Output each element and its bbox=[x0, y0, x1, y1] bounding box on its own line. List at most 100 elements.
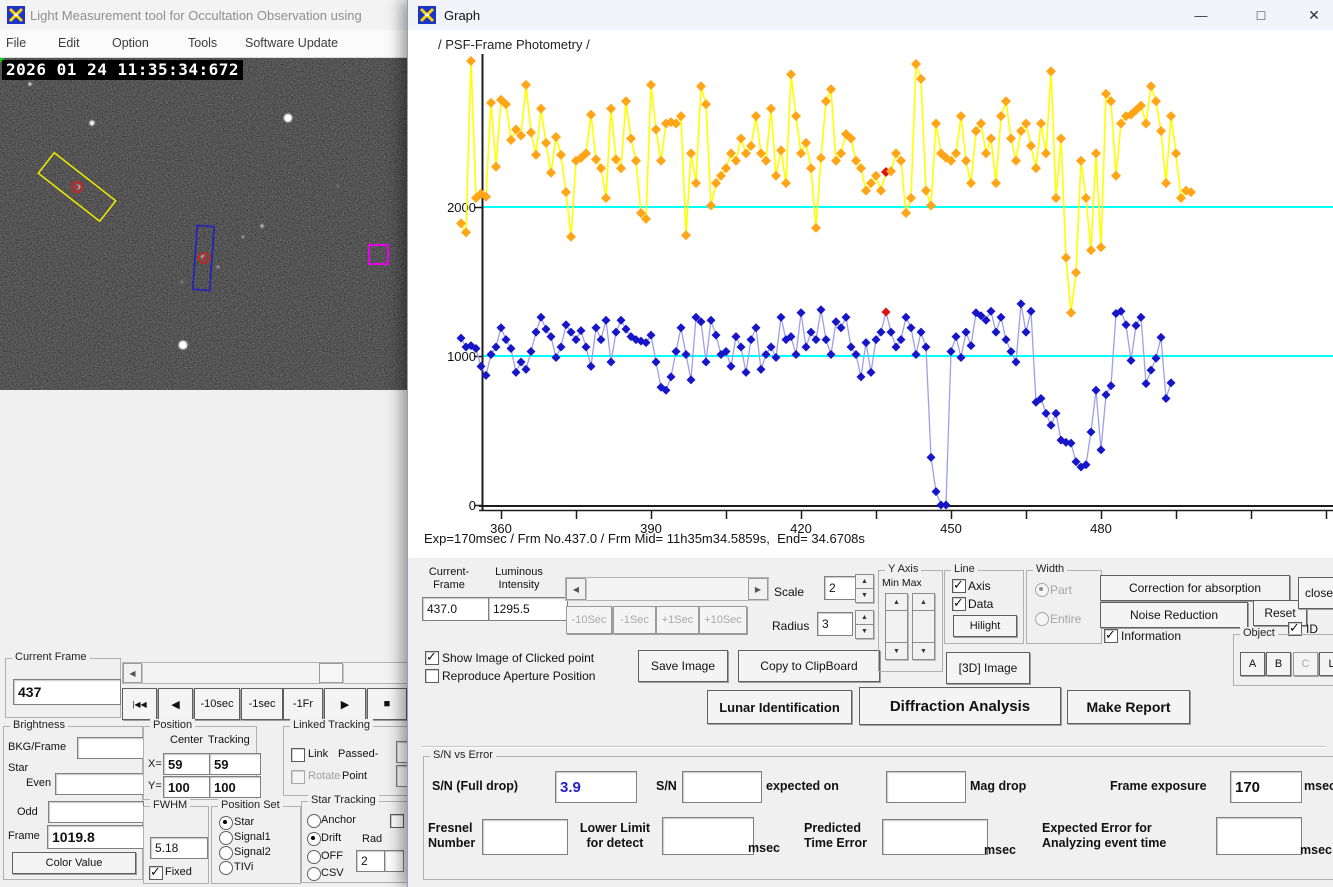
object-a-button[interactable]: A bbox=[1240, 652, 1265, 676]
x-center-field[interactable]: 59 bbox=[163, 753, 215, 775]
fresnel-number-field[interactable] bbox=[482, 819, 568, 855]
radius-down-icon[interactable]: ▼ bbox=[855, 624, 874, 639]
save-image-button[interactable]: Save Image bbox=[638, 650, 728, 682]
star-odd-field[interactable] bbox=[48, 801, 144, 823]
current-frame-value-field[interactable]: 437.0 bbox=[422, 597, 490, 621]
aperture-yellow[interactable] bbox=[37, 151, 117, 223]
skip-to-start-button[interactable]: |◀◀ bbox=[122, 688, 157, 720]
minimize-icon[interactable]: — bbox=[1194, 7, 1208, 23]
stop-button[interactable]: ■ bbox=[367, 688, 407, 720]
graph-scrollbar[interactable]: ◀ ▶ bbox=[565, 577, 769, 601]
scroll-right-icon[interactable]: ▶ bbox=[748, 578, 768, 600]
current-frame-field[interactable]: 437 bbox=[13, 679, 121, 705]
plus-10sec-button[interactable]: +10Sec bbox=[699, 606, 747, 634]
close-button[interactable]: close bbox=[1298, 577, 1333, 609]
object-b-button[interactable]: B bbox=[1266, 652, 1291, 676]
star-even-field[interactable] bbox=[55, 773, 144, 795]
step-back-button[interactable]: ◀ bbox=[158, 688, 193, 720]
lower-limit-field[interactable] bbox=[662, 817, 754, 855]
reproduce-aperture-checkbox[interactable] bbox=[425, 669, 439, 683]
radio-signal1[interactable] bbox=[219, 831, 233, 845]
object-l-button[interactable]: L bbox=[1319, 652, 1333, 676]
photometry-plot[interactable]: 0 1000 2000 360 390 420 450 480 / PSF-Frame Pho… bbox=[408, 30, 1333, 558]
aperture-magenta[interactable] bbox=[368, 244, 389, 265]
scale-down-icon[interactable]: ▼ bbox=[855, 588, 874, 603]
maximize-icon[interactable]: □ bbox=[1256, 7, 1266, 23]
svg-text:360: 360 bbox=[490, 521, 512, 536]
minus-1sec-button[interactable]: -1sec bbox=[241, 688, 283, 720]
correction-absorption-button[interactable]: Correction for absorption bbox=[1100, 575, 1290, 601]
menu-software-update[interactable]: Software Update bbox=[245, 36, 339, 50]
close-icon[interactable]: ✕ bbox=[1308, 6, 1320, 23]
diffraction-analysis-button[interactable]: Diffraction Analysis bbox=[859, 687, 1061, 725]
radio-star[interactable] bbox=[219, 816, 233, 830]
radius-field[interactable]: 3 bbox=[817, 612, 853, 636]
radio-star-label: Star bbox=[234, 816, 255, 828]
sn-full-drop-field[interactable]: 3.9 bbox=[555, 771, 637, 803]
menu-file[interactable]: File bbox=[6, 36, 27, 50]
y-tracking-field[interactable]: 100 bbox=[209, 776, 261, 798]
sn-field[interactable] bbox=[682, 771, 762, 803]
width-entire-radio[interactable] bbox=[1035, 612, 1049, 626]
copy-to-clipboard-button[interactable]: Copy to ClipBoard bbox=[738, 650, 880, 682]
object-c-button[interactable]: C bbox=[1293, 652, 1318, 676]
y-center-field[interactable]: 100 bbox=[163, 776, 215, 798]
menu-edit[interactable]: Edit bbox=[58, 36, 80, 50]
menu-tools[interactable]: Tools bbox=[188, 36, 218, 50]
hilight-button[interactable]: Hilight bbox=[953, 615, 1017, 637]
rad-spin-cut[interactable] bbox=[384, 850, 404, 872]
color-value-button[interactable]: Color Value bbox=[12, 852, 136, 874]
aperture-blue[interactable] bbox=[191, 224, 216, 292]
x-tracking-field[interactable]: 59 bbox=[209, 753, 261, 775]
ymax-track[interactable] bbox=[912, 610, 935, 643]
ymin-track[interactable] bbox=[885, 610, 908, 643]
show-image-checkbox[interactable] bbox=[425, 649, 439, 665]
width-part-radio[interactable] bbox=[1035, 583, 1049, 597]
id-checkbox[interactable] bbox=[1288, 620, 1302, 636]
ymax-up-icon[interactable]: ▲ bbox=[912, 593, 935, 611]
ymin-down-icon[interactable]: ▼ bbox=[885, 642, 908, 660]
expected-error-field[interactable] bbox=[1216, 817, 1302, 855]
frame-scrollbar[interactable]: ◀ bbox=[122, 662, 412, 684]
lunar-identification-button[interactable]: Lunar Identification bbox=[707, 690, 852, 724]
menu-option[interactable]: Option bbox=[112, 36, 149, 50]
play-button[interactable]: ▶ bbox=[324, 688, 366, 720]
fwhm-fixed-checkbox[interactable] bbox=[149, 864, 163, 880]
radio-off[interactable] bbox=[307, 850, 321, 864]
radio-tivi[interactable] bbox=[219, 861, 233, 875]
minus-1frame-button[interactable]: -1Fr bbox=[283, 688, 323, 720]
minus-10sec-button[interactable]: -10Sec bbox=[566, 606, 612, 634]
star-tracking-checkbox-cut[interactable] bbox=[390, 814, 404, 828]
scroll-left-icon[interactable]: ◀ bbox=[123, 663, 142, 683]
bkg-frame-field[interactable] bbox=[77, 737, 144, 759]
ymin-up-icon[interactable]: ▲ bbox=[885, 593, 908, 611]
radio-drift[interactable] bbox=[307, 832, 321, 846]
line-data-checkbox[interactable] bbox=[952, 595, 966, 611]
information-checkbox[interactable] bbox=[1104, 627, 1118, 643]
video-frame[interactable]: 2026 01 24 11:35:34:672 bbox=[0, 58, 412, 390]
fwhm-field[interactable]: 5.18 bbox=[150, 837, 208, 859]
plus-1sec-button[interactable]: +1Sec bbox=[656, 606, 699, 634]
scroll-thumb[interactable] bbox=[319, 663, 343, 683]
scale-up-icon[interactable]: ▲ bbox=[855, 574, 874, 589]
radio-anchor[interactable] bbox=[307, 814, 321, 828]
minus-10sec-button[interactable]: -10sec bbox=[194, 688, 240, 720]
radius-up-icon[interactable]: ▲ bbox=[855, 610, 874, 625]
light-curve-chart[interactable]: 0 1000 2000 360 390 420 450 480 bbox=[408, 30, 1333, 558]
mag-drop-field[interactable] bbox=[886, 771, 966, 803]
scroll-left-icon[interactable]: ◀ bbox=[566, 578, 586, 600]
noise-reduction-button[interactable]: Noise Reduction bbox=[1100, 602, 1248, 628]
rotate-checkbox[interactable] bbox=[291, 770, 305, 784]
make-report-button[interactable]: Make Report bbox=[1067, 690, 1190, 724]
minus-1sec-button[interactable]: -1Sec bbox=[613, 606, 656, 634]
link-checkbox[interactable] bbox=[291, 748, 305, 762]
radio-signal2[interactable] bbox=[219, 846, 233, 860]
ymax-down-icon[interactable]: ▼ bbox=[912, 642, 935, 660]
radio-csv[interactable] bbox=[307, 867, 321, 881]
predicted-time-error-field[interactable] bbox=[882, 819, 988, 855]
3d-image-button[interactable]: [3D] Image bbox=[946, 652, 1030, 684]
frame-exposure-field[interactable]: 170 bbox=[1230, 771, 1302, 803]
brightness-frame-field[interactable]: 1019.8 bbox=[47, 825, 144, 849]
line-axis-checkbox[interactable] bbox=[952, 577, 966, 593]
luminous-intensity-field[interactable]: 1295.5 bbox=[488, 597, 568, 621]
